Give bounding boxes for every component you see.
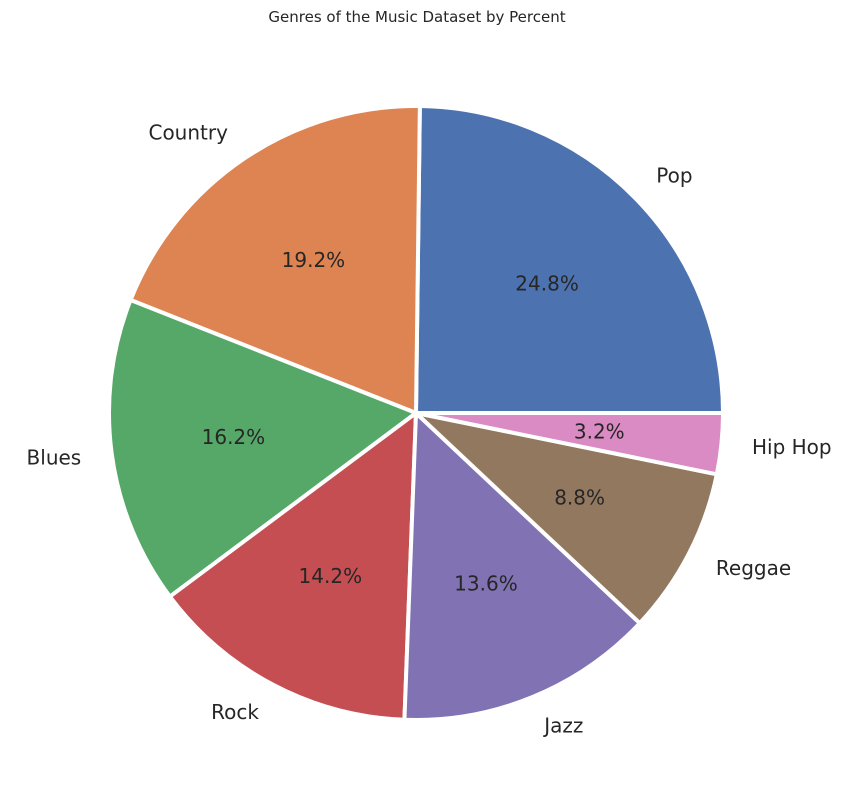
- slice-label-jazz: Jazz: [542, 713, 583, 737]
- pie-slice-blues: [107, 297, 418, 599]
- percent-label-blues: 16.2%: [202, 425, 266, 449]
- slice-label-hip-hop: Hip Hop: [752, 435, 832, 459]
- pie-slice-rock: [167, 411, 418, 722]
- pie-labels: Pop 24.8% Country 19.2% Blues 16.2% Rock 14.2% J…: [27, 121, 832, 738]
- percent-label-country: 19.2%: [282, 248, 346, 272]
- percent-label-jazz: 13.6%: [454, 571, 518, 595]
- pie-slice-hip-hop: [414, 411, 725, 477]
- slice-label-blues: Blues: [27, 445, 82, 469]
- pie-slice-jazz: [402, 411, 642, 722]
- percent-label-reggae: 8.8%: [554, 486, 605, 510]
- pie-slice-pop: [414, 104, 725, 415]
- slice-label-country: Country: [148, 121, 228, 145]
- slice-label-pop: Pop: [656, 164, 692, 188]
- chart-title: Genres of the Music Dataset by Percent: [268, 8, 565, 26]
- slice-label-rock: Rock: [211, 700, 259, 724]
- pie-slice-reggae: [414, 411, 719, 626]
- pie-slice-country: [128, 104, 422, 415]
- percent-label-pop: 24.8%: [515, 272, 579, 296]
- percent-label-hip-hop: 3.2%: [574, 419, 625, 443]
- percent-label-rock: 14.2%: [299, 564, 363, 588]
- pie-slices: [107, 104, 725, 722]
- slice-label-reggae: Reggae: [716, 556, 791, 580]
